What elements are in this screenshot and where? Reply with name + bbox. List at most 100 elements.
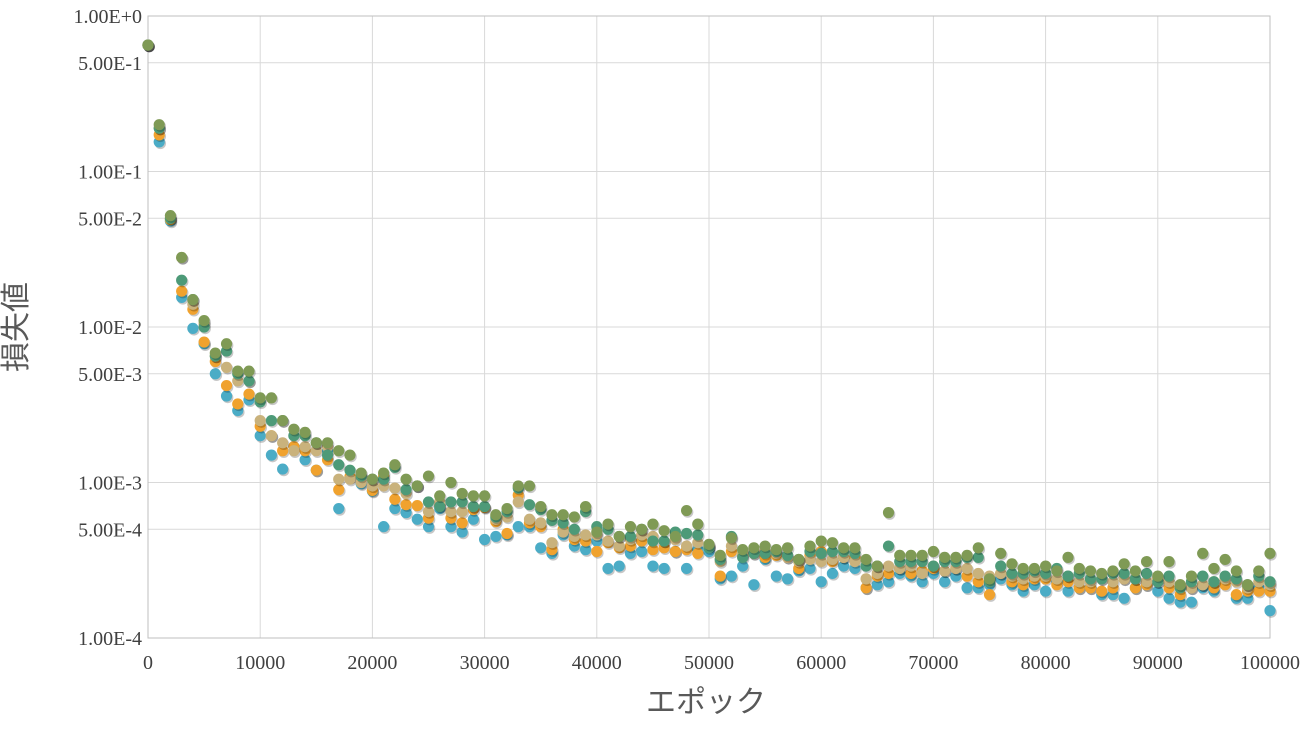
data-point xyxy=(333,459,345,471)
data-point xyxy=(579,529,592,541)
data-point xyxy=(378,521,390,533)
data-point xyxy=(1174,579,1186,591)
series-1 xyxy=(142,39,1277,618)
data-point xyxy=(535,517,547,529)
data-point xyxy=(1197,579,1209,591)
x-tick-label: 20000 xyxy=(347,652,397,674)
y-tick-label: 5.00E-1 xyxy=(78,53,142,75)
data-point xyxy=(647,544,659,556)
plot-area xyxy=(147,15,1271,639)
data-point xyxy=(781,542,794,554)
data-point xyxy=(321,437,334,449)
data-point xyxy=(1264,547,1276,559)
data-point xyxy=(995,547,1007,559)
data-point xyxy=(613,530,625,543)
data-point xyxy=(1040,585,1052,597)
data-point xyxy=(804,553,816,566)
data-point xyxy=(591,526,603,538)
data-point xyxy=(243,365,255,377)
data-point xyxy=(479,533,491,546)
data-point xyxy=(232,398,244,410)
data-point xyxy=(411,480,423,492)
data-point xyxy=(434,490,446,502)
data-point xyxy=(669,530,681,543)
data-point xyxy=(983,589,996,601)
data-point xyxy=(1073,576,1085,588)
data-point xyxy=(983,573,996,585)
data-point xyxy=(624,521,637,533)
data-point xyxy=(523,513,536,525)
data-point xyxy=(737,551,749,563)
data-point xyxy=(422,521,435,533)
data-point xyxy=(1062,585,1074,597)
data-point xyxy=(1163,570,1175,582)
data-point xyxy=(669,545,681,558)
data-point xyxy=(636,545,648,558)
data-point xyxy=(826,567,839,580)
data-point xyxy=(389,493,401,505)
data-point xyxy=(1140,567,1153,580)
data-point xyxy=(647,560,659,572)
x-tick-label: 50000 xyxy=(684,652,734,674)
x-axis-title: エポック xyxy=(646,685,766,720)
data-point xyxy=(277,437,289,449)
data-point xyxy=(176,251,188,264)
data-point xyxy=(703,538,715,550)
data-point xyxy=(512,496,524,508)
data-point xyxy=(759,540,771,552)
data-point xyxy=(1129,582,1141,594)
data-point xyxy=(333,502,345,515)
data-point xyxy=(321,449,334,461)
data-point xyxy=(1118,592,1130,604)
data-point xyxy=(1185,596,1198,608)
data-point xyxy=(1040,560,1052,572)
data-point xyxy=(456,517,468,529)
data-point xyxy=(467,513,479,525)
x-tick-label: 100000 xyxy=(1240,652,1300,674)
data-point xyxy=(535,542,547,554)
y-tick-label: 5.00E-3 xyxy=(78,364,142,386)
data-point xyxy=(378,467,390,479)
data-point xyxy=(950,551,962,563)
data-point xyxy=(1253,585,1265,597)
data-point xyxy=(680,527,693,540)
data-point xyxy=(187,294,199,306)
data-point xyxy=(804,562,816,575)
data-point xyxy=(546,509,558,521)
x-tick-label: 40000 xyxy=(572,652,622,674)
data-point xyxy=(905,549,917,561)
data-point xyxy=(927,545,940,558)
data-point xyxy=(467,500,479,513)
data-point xyxy=(815,576,827,588)
data-point xyxy=(826,537,839,549)
data-point xyxy=(568,511,580,523)
data-point xyxy=(927,560,940,572)
data-point xyxy=(1140,576,1153,588)
data-point xyxy=(557,526,569,538)
data-point xyxy=(916,549,928,561)
data-point xyxy=(1208,576,1220,588)
data-point xyxy=(692,518,704,530)
data-point xyxy=(400,484,412,496)
data-point xyxy=(871,579,883,591)
data-point xyxy=(490,530,502,543)
data-point xyxy=(1230,573,1242,585)
y-axis-title: 損失値 xyxy=(0,282,34,372)
data-point xyxy=(647,535,659,547)
data-point xyxy=(1051,573,1063,585)
data-point xyxy=(512,480,524,492)
data-point xyxy=(344,449,356,461)
series-5 xyxy=(142,39,1277,592)
data-point xyxy=(1219,570,1231,582)
x-tick-label: 0 xyxy=(143,652,153,674)
data-point xyxy=(265,449,278,461)
data-point xyxy=(445,505,457,518)
data-point xyxy=(1107,576,1119,588)
data-point xyxy=(1152,570,1164,582)
data-point xyxy=(277,415,289,427)
data-point xyxy=(265,392,278,404)
data-point xyxy=(389,502,401,515)
data-point xyxy=(344,473,356,485)
data-point xyxy=(1129,565,1141,577)
